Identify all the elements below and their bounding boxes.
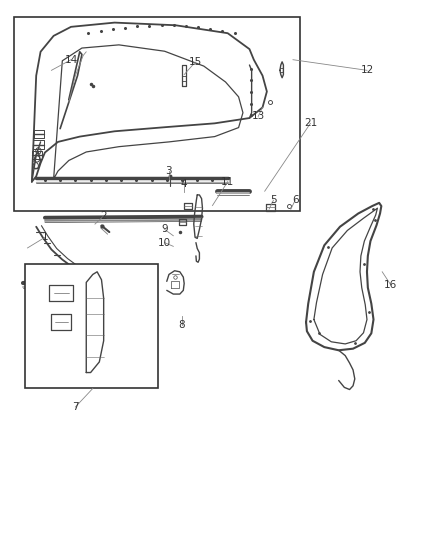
Text: 3: 3 — [166, 166, 172, 176]
Bar — [14, 17, 300, 211]
Text: 21: 21 — [304, 118, 317, 128]
Text: 15: 15 — [188, 58, 201, 67]
Text: 13: 13 — [251, 111, 265, 122]
Text: 4: 4 — [181, 179, 187, 189]
Text: 9: 9 — [161, 224, 168, 235]
Text: 12: 12 — [360, 66, 374, 75]
Text: 11: 11 — [221, 176, 234, 187]
Text: 1: 1 — [42, 232, 48, 243]
Text: 6: 6 — [292, 195, 298, 205]
Text: 2: 2 — [100, 211, 107, 221]
Text: 14: 14 — [64, 55, 78, 64]
Text: 16: 16 — [384, 280, 398, 290]
Text: 10: 10 — [158, 238, 171, 248]
Text: 7: 7 — [72, 402, 79, 412]
Bar — [25, 264, 158, 389]
Text: 8: 8 — [179, 320, 185, 330]
Text: 5: 5 — [270, 195, 277, 205]
